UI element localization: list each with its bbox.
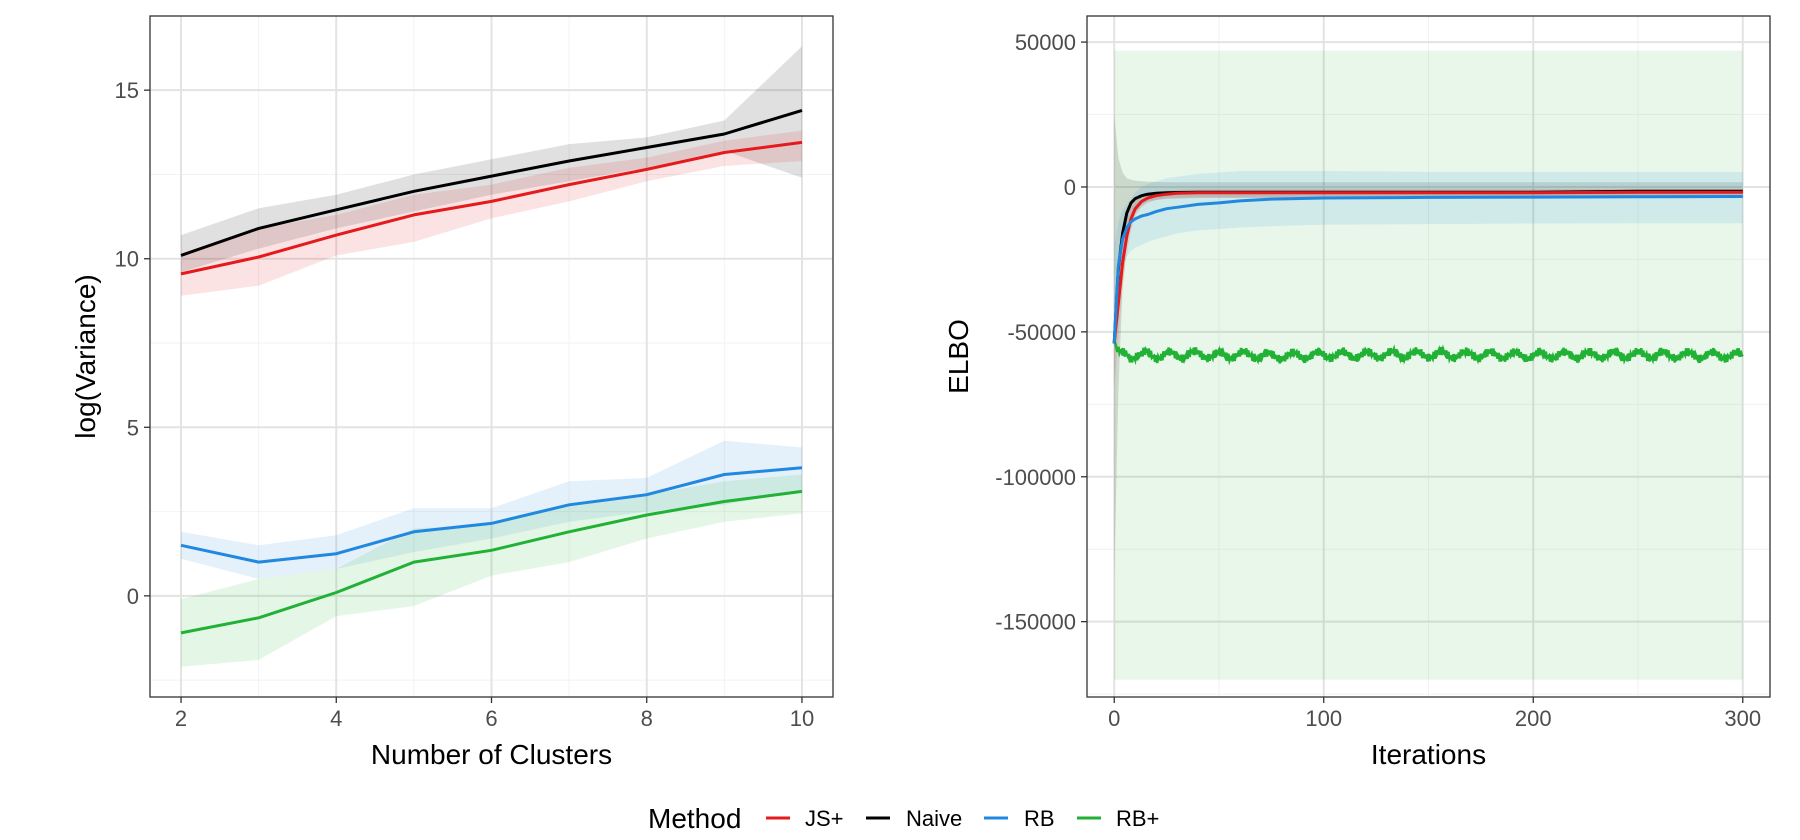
- y-axis-title: log(Variance): [70, 274, 101, 438]
- series-lines: [180, 108, 803, 635]
- x-tick-label: 6: [485, 706, 497, 731]
- y-tick-label: 10: [115, 247, 139, 272]
- legend: Method JS+ Naive RB RB+: [648, 803, 1159, 834]
- x-axis-title: Iterations: [1371, 739, 1486, 770]
- x-ticks: 0 100 200 300: [1108, 697, 1761, 731]
- band-rb: [181, 440, 802, 579]
- plot-border: [1086, 15, 1771, 698]
- band-js-plus: [181, 130, 802, 296]
- confidence-bands: [1114, 50, 1743, 680]
- band-naive: [181, 46, 802, 273]
- band-rb: [1114, 171, 1743, 373]
- confidence-bands: [181, 46, 802, 667]
- legend-label-naive: Naive: [906, 806, 962, 831]
- x-tick-label: 10: [790, 706, 814, 731]
- legend-title: Method: [648, 803, 741, 834]
- y-ticks: 50000 0 -50000 -100000 -150000: [995, 30, 1087, 635]
- y-tick-label: 0: [127, 584, 139, 609]
- y-tick-label: 5: [127, 415, 139, 440]
- legend-label-rb: RB: [1024, 806, 1055, 831]
- line-js-plus: [180, 140, 803, 276]
- y-tick-label: -100000: [995, 465, 1076, 490]
- variance-panel: 2 4 6 8 10 0 5 10 15 Number of Clusters log(Var…: [70, 15, 834, 770]
- x-tick-label: 300: [1724, 706, 1761, 731]
- x-tick-label: 8: [641, 706, 653, 731]
- band-rb-plus: [1114, 50, 1743, 680]
- x-tick-label: 200: [1515, 706, 1552, 731]
- line-rb: [1112, 195, 1743, 344]
- y-tick-label: -150000: [995, 610, 1076, 635]
- y-tick-label: -50000: [1007, 320, 1076, 345]
- line-js-plus: [1112, 190, 1743, 344]
- x-tick-label: 4: [330, 706, 342, 731]
- line-rb-plus: [180, 489, 803, 635]
- series-lines: [1112, 189, 1744, 366]
- legend-label-rb-plus: RB+: [1116, 806, 1159, 831]
- y-tick-label: 50000: [1015, 30, 1076, 55]
- x-axis-title: Number of Clusters: [371, 739, 612, 770]
- legend-label-js-plus: JS+: [805, 806, 844, 831]
- line-rb-plus: [1112, 340, 1744, 366]
- elbo-panel: 0 100 200 300 50000 0 -50000 -100000 -150000 It…: [943, 15, 1771, 770]
- line-naive: [180, 108, 803, 257]
- x-tick-label: 0: [1108, 706, 1120, 731]
- grid: [150, 16, 833, 697]
- y-tick-label: 0: [1064, 175, 1076, 200]
- x-tick-label: 2: [175, 706, 187, 731]
- x-tick-label: 100: [1305, 706, 1342, 731]
- y-axis-title: ELBO: [943, 319, 974, 394]
- y-tick-label: 15: [115, 78, 139, 103]
- band-rb-plus: [181, 474, 802, 667]
- y-ticks: 0 5 10 15: [115, 78, 150, 609]
- line-rb: [180, 466, 803, 564]
- x-ticks: 2 4 6 8 10: [175, 697, 814, 731]
